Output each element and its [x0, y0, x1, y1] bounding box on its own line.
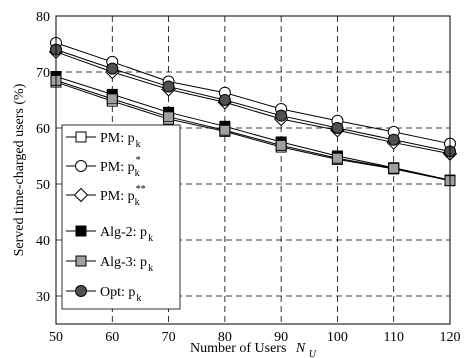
series-layer: [48, 36, 458, 187]
legend-label: Alg-2: pk: [100, 225, 153, 244]
y-tick-label: 60: [36, 122, 50, 137]
y-tick-label: 50: [36, 178, 50, 193]
data-point: [106, 62, 119, 75]
legend: PM: pk PM: p* k PM: p** k Alg-2: pk Alg-3: pk O…: [61, 124, 181, 310]
legend-item: Opt: pk: [66, 285, 141, 304]
y-tick-label: 80: [36, 10, 50, 25]
legend-item: PM: p** k: [66, 184, 146, 208]
data-point: [162, 80, 175, 93]
data-point: [106, 93, 118, 105]
x-axis-label: Number of Users N U: [190, 341, 317, 358]
data-point: [219, 124, 231, 136]
y-tick-label: 40: [36, 234, 50, 249]
legend-label: PM: p** k: [100, 184, 146, 208]
legend-item: PM: p* k: [66, 155, 141, 179]
data-point: [331, 152, 343, 164]
series-line: [55, 81, 451, 182]
y-axis-label: Served time-charged users (%): [12, 83, 27, 256]
data-point: [275, 109, 288, 122]
x-tick-label: 70: [162, 330, 176, 345]
data-point: [218, 94, 231, 106]
x-tick-label: 110: [383, 330, 403, 345]
series-line: [55, 76, 451, 181]
legend-box: [61, 124, 181, 310]
series-line: [55, 79, 451, 182]
plot-frame: [55, 15, 451, 325]
legend-marker: [75, 255, 87, 267]
data-point: [275, 139, 287, 151]
legend-label: Alg-3: pk: [100, 255, 153, 274]
data-point: [387, 133, 400, 146]
x-tick-label: 80: [218, 330, 232, 345]
x-tick-label: 100: [327, 330, 348, 345]
legend-marker: [75, 131, 87, 143]
data-point: [331, 122, 344, 134]
data-point: [388, 162, 400, 174]
legend-marker: [75, 160, 87, 172]
series-6: [50, 43, 456, 158]
legend-item: Alg-3: pk: [66, 255, 153, 274]
legend-label: PM: pk: [100, 131, 141, 150]
legend-item: Alg-2: pk: [66, 225, 153, 244]
y-tick-label: 70: [36, 66, 50, 81]
series-line: [55, 49, 451, 153]
legend-marker: [75, 225, 87, 237]
legend-label: PM: p* k: [100, 155, 141, 179]
data-point: [163, 111, 175, 123]
series-line: [55, 42, 451, 145]
x-tick-label: 50: [49, 330, 63, 345]
x-tick-label: 90: [274, 330, 288, 345]
x-tick-label: 60: [105, 330, 119, 345]
legend-item: PM: pk: [66, 131, 141, 150]
x-tick-label: 120: [440, 330, 461, 345]
legend-marker: [73, 187, 89, 203]
series-line: [55, 51, 451, 155]
y-tick-label: 30: [36, 290, 50, 305]
legend-label: Opt: pk: [100, 285, 141, 304]
tick-labels: 50 60 70 80 90 100 110 120 30 40 50 60 70 80: [36, 10, 461, 345]
legend-marker: [75, 285, 87, 297]
